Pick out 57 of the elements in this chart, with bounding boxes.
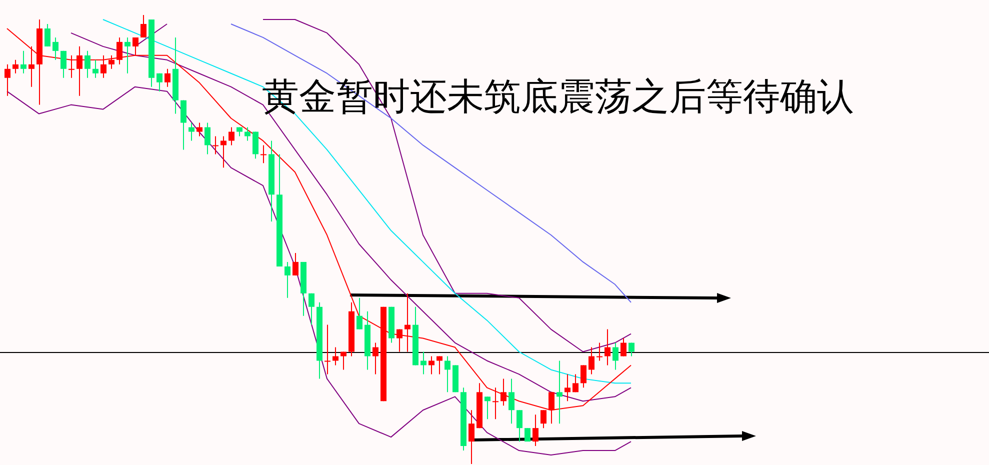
candlestick [44,23,50,47]
candlestick [84,50,90,78]
candlestick [108,54,114,70]
candlestick [500,378,506,406]
candlestick [308,292,314,326]
candlestick [12,59,18,74]
candlestick [596,342,602,362]
candlestick [332,346,338,366]
candlestick [428,356,434,375]
candlestick [4,64,10,96]
candlestick [580,364,586,388]
candlestick [124,36,130,74]
candlestick [508,378,514,424]
candlestick [612,342,618,370]
candlestick [524,428,530,442]
candlestick [532,414,538,447]
candlestick [396,328,402,352]
candlestick [588,346,594,375]
candlestick [20,50,26,74]
candlestick [244,126,250,142]
candlestick [564,374,570,402]
candlestick [556,360,562,424]
candlestick [156,72,162,92]
candlestick [284,261,290,298]
candlestick [164,68,170,88]
candlestick [436,356,442,375]
candlestick [572,374,578,393]
candlestick [132,36,138,56]
candlestick [292,252,298,276]
candlestick [28,46,34,88]
candlestick [356,297,362,330]
candlestick [60,50,66,78]
candlestick [372,342,378,375]
candlestick [204,122,210,155]
candlestick [220,136,226,168]
candlestick [420,351,426,375]
candlestick [620,338,626,357]
candlestick [252,131,258,160]
candlestick [468,410,474,464]
candlestick [444,356,450,393]
candlestick [180,100,186,150]
candlestick [628,342,634,357]
candlestick [68,54,74,78]
candlestick [516,410,522,442]
candlestick [484,396,490,420]
candlestick [100,54,106,78]
candlestick [76,46,82,96]
candlestick [212,136,218,155]
candlestick [116,36,122,65]
candlestick [140,14,146,38]
candlestick [228,126,234,146]
candlestick [52,36,58,60]
candlestick [604,328,610,366]
candlestick [92,59,98,78]
candlestick [260,144,266,164]
candlestick [324,324,330,375]
candlestick [404,292,410,352]
